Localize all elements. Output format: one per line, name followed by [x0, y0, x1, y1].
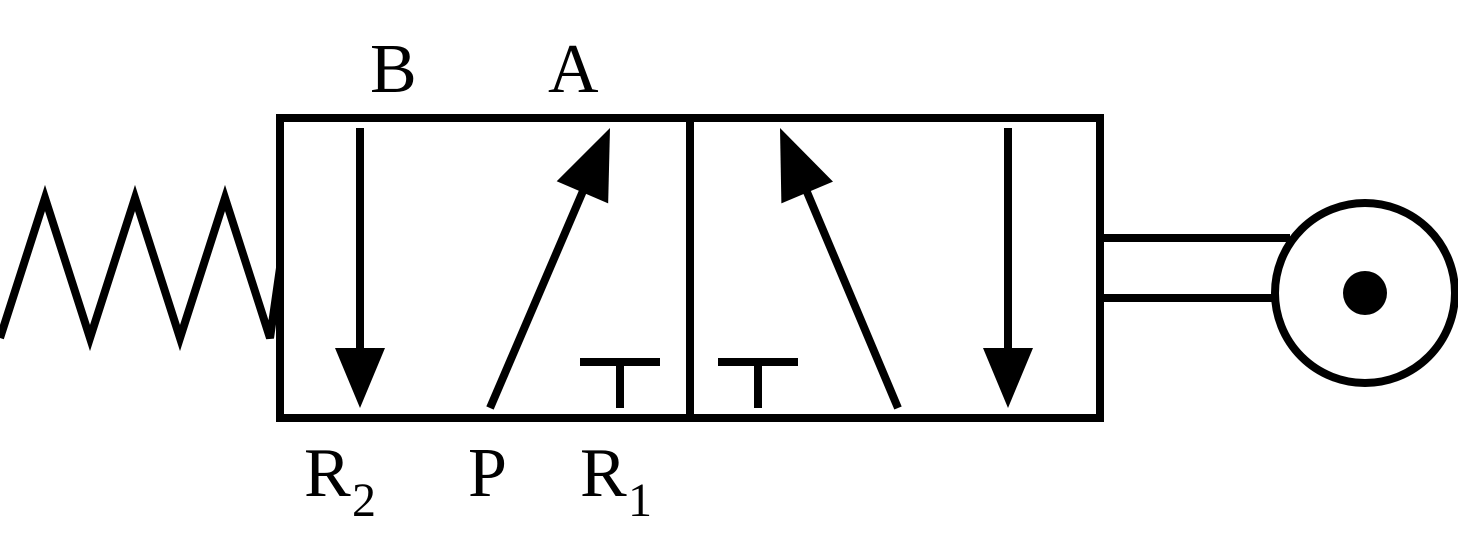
port-label-top-1: A: [548, 31, 599, 108]
left-down-arrow-head: [335, 348, 385, 408]
port-label-bottom-1: P: [468, 435, 507, 512]
roller-center-dot: [1343, 271, 1387, 315]
port-label-bottom-0: R: [304, 435, 351, 512]
port-label-bottom-2-sub: 1: [628, 474, 652, 527]
right-down-arrow-head: [983, 348, 1033, 408]
port-label-top-0: B: [370, 31, 417, 108]
port-label-bottom-2: R: [580, 435, 627, 512]
left-diag-arrow-head: [557, 128, 610, 203]
right-diag-arrow-shaft: [794, 160, 898, 408]
valve-schematic: BAR2PR1: [0, 0, 1458, 559]
right-diag-arrow-head: [780, 128, 833, 203]
left-diag-arrow-shaft: [490, 160, 596, 408]
spring-return-icon: [0, 198, 280, 338]
port-label-bottom-0-sub: 2: [352, 474, 376, 527]
